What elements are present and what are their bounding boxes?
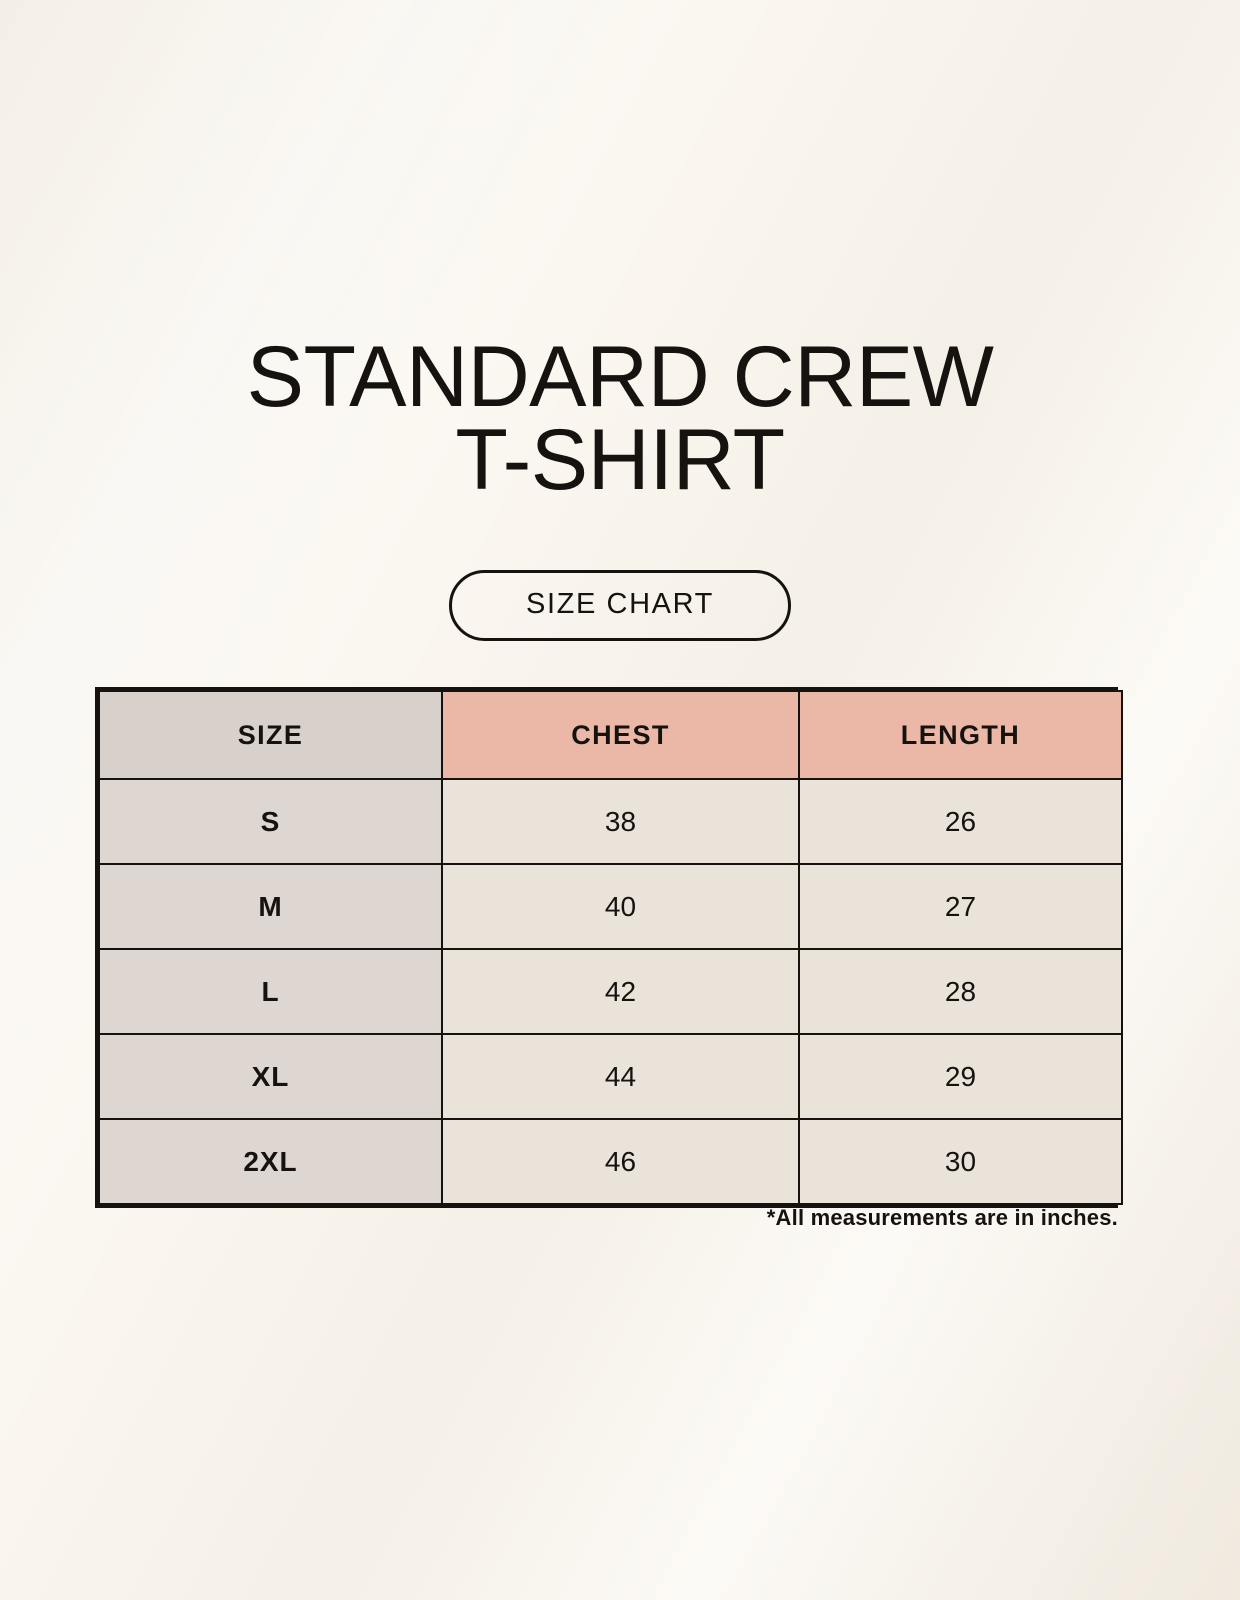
cell-length: 27 — [798, 863, 1123, 950]
cell-size: M — [98, 863, 443, 950]
cell-length: 28 — [798, 948, 1123, 1035]
page-title-line-1: STANDARD CREW — [246, 329, 994, 425]
size-chart-badge: SIZE CHART — [449, 570, 791, 641]
cell-size: 2XL — [98, 1118, 443, 1205]
table-body: S 38 26 M 40 27 L 42 28 XL 44 29 — [98, 778, 1123, 1205]
cell-chest: 44 — [441, 1033, 800, 1120]
cell-length: 30 — [798, 1118, 1123, 1205]
cell-size: L — [98, 948, 443, 1035]
cell-length: 26 — [798, 778, 1123, 865]
cell-chest: 42 — [441, 948, 800, 1035]
cell-chest: 38 — [441, 778, 800, 865]
column-header-chest: CHEST — [441, 690, 800, 780]
column-header-size: SIZE — [98, 690, 443, 780]
table-row: M 40 27 — [98, 863, 1123, 950]
table-row: L 42 28 — [98, 948, 1123, 1035]
size-chart-badge-container: SIZE CHART — [0, 570, 1240, 641]
page-title: STANDARD CREW T-SHIRT — [0, 329, 1240, 508]
table-row: XL 44 29 — [98, 1033, 1123, 1120]
cell-chest: 46 — [441, 1118, 800, 1205]
cell-chest: 40 — [441, 863, 800, 950]
size-chart-table: SIZE CHEST LENGTH S 38 26 M 40 27 L — [95, 687, 1123, 1208]
cell-size: XL — [98, 1033, 443, 1120]
table-row: S 38 26 — [98, 778, 1123, 865]
table-header-row: SIZE CHEST LENGTH — [98, 690, 1123, 780]
cell-length: 29 — [798, 1033, 1123, 1120]
cell-size: S — [98, 778, 443, 865]
column-header-length: LENGTH — [798, 690, 1123, 780]
table-row: 2XL 46 30 — [98, 1118, 1123, 1205]
measurement-footnote: *All measurements are in inches. — [766, 1205, 1118, 1230]
page-title-line-2: T-SHIRT — [455, 412, 785, 508]
